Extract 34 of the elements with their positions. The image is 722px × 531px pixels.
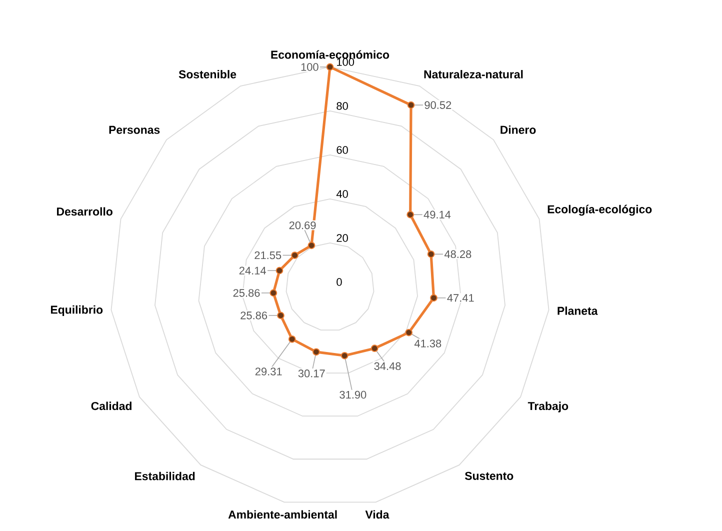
spoke-label: Estabilidad [135, 472, 195, 480]
data-label: 24.14 [239, 266, 266, 274]
spoke-label: Vida [365, 510, 390, 519]
y-tick-label: 80 [336, 102, 348, 110]
data-label: 29.31 [255, 368, 282, 376]
spoke-label: Desarrollo [57, 207, 112, 216]
spoke-label: Planeta [558, 306, 598, 315]
spoke-label: Ecología-ecológico [548, 204, 652, 216]
spoke-label: Naturaleza-natural [424, 70, 523, 78]
spoke-label: Ambiente-ambiental [228, 510, 337, 519]
data-label: 47.41 [447, 294, 474, 302]
spoke-label: Equilibrio [50, 305, 103, 316]
data-label: 49.14 [424, 210, 451, 219]
y-tick-label: 40 [336, 190, 348, 198]
spoke-label: Dinero [500, 125, 536, 134]
spoke-label: Trabajo [528, 402, 568, 412]
data-label: 20.69 [289, 221, 316, 230]
spoke-label: Economía-económico [271, 50, 390, 59]
data-label: 90.52 [424, 101, 452, 109]
y-tick-label: 60 [336, 146, 348, 154]
spoke-label: Personas [109, 126, 160, 134]
y-tick-label: 0 [336, 278, 342, 286]
data-label: 41.38 [414, 340, 442, 348]
data-label: 31.90 [340, 390, 366, 399]
spoke-label: Sustento [464, 472, 514, 480]
spoke-label: Calidad [91, 402, 132, 410]
data-label: 21.55 [254, 251, 282, 260]
spoke-label: Sostenible [178, 70, 236, 78]
data-label: 25.86 [240, 312, 268, 320]
data-label: 48.28 [444, 250, 472, 258]
data-label: 30.17 [298, 370, 325, 378]
y-tick-label: 20 [336, 234, 348, 242]
data-label: 34.48 [374, 362, 401, 370]
data-label: 25.86 [233, 289, 260, 297]
